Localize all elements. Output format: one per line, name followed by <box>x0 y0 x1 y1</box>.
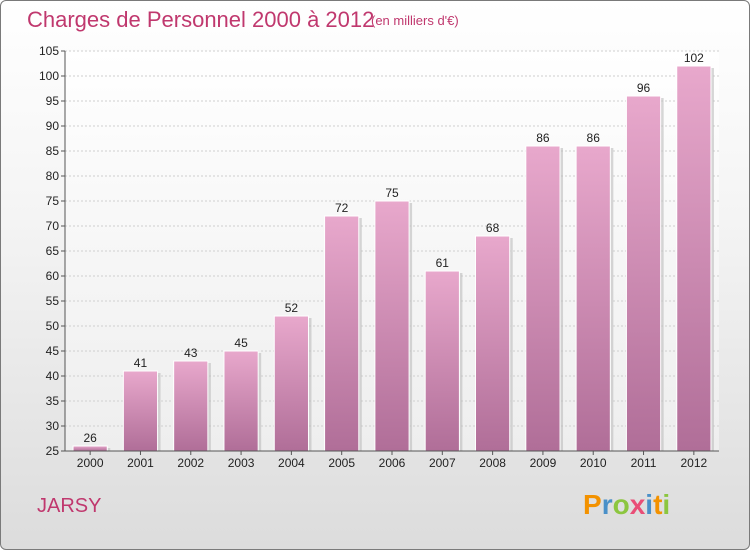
bar-2012 <box>676 65 712 452</box>
y-tick-label: 85 <box>46 144 60 158</box>
data-label-2010: 86 <box>587 131 601 145</box>
y-tick-label: 30 <box>46 419 60 433</box>
x-tick-label: 2002 <box>177 456 204 470</box>
logo-letter: i <box>645 489 654 520</box>
x-tick-label: 2010 <box>580 456 607 470</box>
x-tick-label: 2007 <box>429 456 456 470</box>
y-tick-label: 105 <box>39 44 59 58</box>
data-label-2007: 61 <box>436 256 450 270</box>
data-label-2012: 102 <box>684 51 704 65</box>
bar-2001 <box>122 370 159 452</box>
bar-2002 <box>173 360 209 452</box>
bar-2011 <box>625 95 662 452</box>
bar-2004 <box>273 315 309 452</box>
city-name: JARSY <box>37 495 102 517</box>
y-tick-label: 60 <box>46 269 60 283</box>
logo-letter: P <box>583 489 602 520</box>
x-tick-label: 2005 <box>328 456 355 470</box>
bar-2008 <box>475 235 511 452</box>
y-tick-label: 95 <box>46 94 60 108</box>
y-tick-label: 80 <box>46 169 60 183</box>
data-label-2008: 68 <box>486 221 500 235</box>
x-tick-label: 2011 <box>631 456 657 470</box>
x-tick-label: 2008 <box>479 456 506 470</box>
bar-2005 <box>324 215 360 452</box>
x-tick-label: 2003 <box>228 456 255 470</box>
data-label-2002: 43 <box>184 346 198 360</box>
x-tick-label: 2009 <box>530 456 557 470</box>
y-tick-label: 90 <box>46 119 60 133</box>
bar-2009 <box>525 145 561 452</box>
data-label-2004: 52 <box>285 301 299 315</box>
y-tick-label: 50 <box>46 319 60 333</box>
bar-2010 <box>575 145 611 452</box>
data-label-2003: 45 <box>234 336 248 350</box>
x-tick-label: 2004 <box>278 456 305 470</box>
bar-2003 <box>223 350 259 452</box>
logo-letter: o <box>612 489 630 520</box>
y-tick-label: 55 <box>46 294 60 308</box>
y-tick-label: 75 <box>46 194 60 208</box>
y-tick-label: 25 <box>46 444 60 458</box>
data-label-2001: 41 <box>134 356 148 370</box>
x-tick-label: 2001 <box>127 456 154 470</box>
logo-letter: x <box>629 489 646 520</box>
chart-title: Charges de Personnel 2000 à 2012 <box>27 7 375 32</box>
y-tick-label: 70 <box>46 219 60 233</box>
data-label-2000: 26 <box>83 431 97 445</box>
chart-subtitle: (en milliers d'€) <box>371 13 459 28</box>
y-tick-label: 65 <box>46 244 60 258</box>
proxiti-logo: Proxiti <box>583 489 670 521</box>
data-label-2009: 86 <box>536 131 550 145</box>
logo-letter: i <box>662 489 671 520</box>
y-tick-label: 45 <box>46 344 60 358</box>
data-label-2006: 75 <box>385 186 399 200</box>
x-tick-label: 2012 <box>680 456 707 470</box>
x-tick-label: 2006 <box>379 456 406 470</box>
data-label-2005: 72 <box>335 201 349 215</box>
y-tick-label: 100 <box>39 69 59 83</box>
bar-2007 <box>424 270 460 452</box>
x-tick-label: 2000 <box>77 456 104 470</box>
bar-2006 <box>374 200 410 452</box>
y-tick-label: 40 <box>46 369 60 383</box>
bar-2000 <box>72 445 108 452</box>
logo-letter: t <box>653 489 663 520</box>
data-label-2011: 96 <box>637 81 651 95</box>
y-tick-label: 35 <box>46 394 60 408</box>
logo-letter: r <box>601 489 613 520</box>
